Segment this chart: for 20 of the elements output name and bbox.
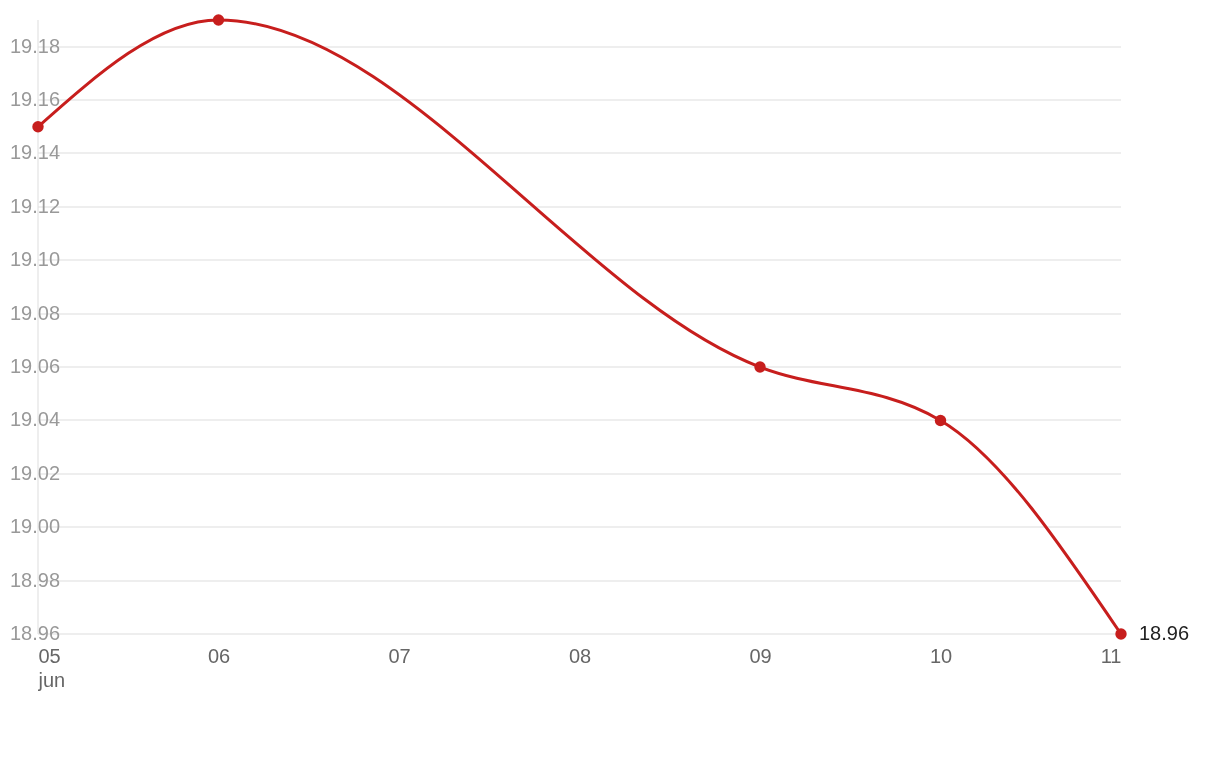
y-tick-label: 18.98 (10, 568, 61, 591)
y-tick-label: 19.02 (10, 461, 61, 484)
x-tick-label: 07 (388, 644, 411, 667)
x-tick-label: 09 (749, 644, 772, 667)
y-tick-label: 19.08 (10, 301, 61, 324)
y-tick-label: 19.16 (10, 88, 61, 111)
y-tick-label: 19.04 (10, 408, 61, 431)
y-tick-label: 19.06 (10, 355, 61, 378)
data-label: 18.96 (1139, 622, 1190, 644)
x-tick-label: 06 (207, 644, 231, 667)
y-tick-label: 18.96 (10, 622, 61, 644)
y-tick-label: 19.14 (10, 141, 61, 164)
y-tick-label: 19.12 (10, 194, 61, 217)
x-tick-label: 10 (929, 644, 953, 667)
x-tick-label: 11 (1100, 644, 1122, 667)
y-tick-label: 19.00 (10, 515, 61, 538)
y-tick-label: 19.10 (10, 248, 61, 271)
y-tick-label: 19.18 (10, 34, 61, 57)
x-tick-label: 08 (568, 644, 592, 667)
x-tick-label: 05 jun (37, 644, 66, 691)
